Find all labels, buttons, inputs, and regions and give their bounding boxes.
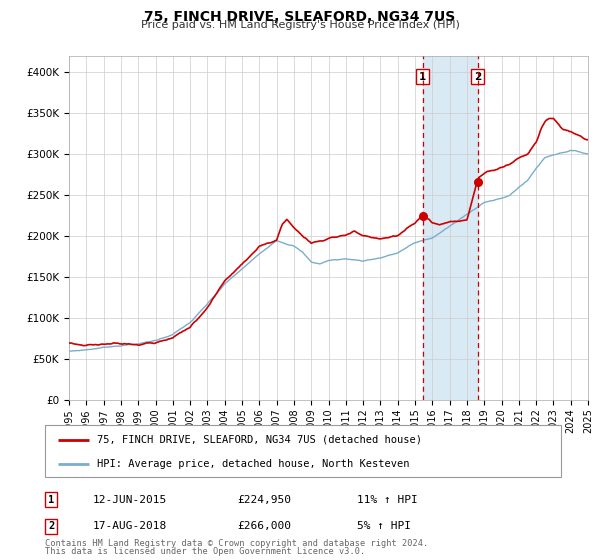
Text: 1: 1: [48, 494, 54, 505]
Text: 17-AUG-2018: 17-AUG-2018: [93, 521, 167, 531]
Bar: [422, 56, 478, 400]
Text: This data is licensed under the Open Government Licence v3.0.: This data is licensed under the Open Gov…: [45, 547, 365, 556]
Text: 75, FINCH DRIVE, SLEAFORD, NG34 7US: 75, FINCH DRIVE, SLEAFORD, NG34 7US: [145, 10, 455, 24]
Text: HPI: Average price, detached house, North Kesteven: HPI: Average price, detached house, Nort…: [97, 459, 409, 469]
Text: 75, FINCH DRIVE, SLEAFORD, NG34 7US (detached house): 75, FINCH DRIVE, SLEAFORD, NG34 7US (det…: [97, 435, 422, 445]
Text: 5% ↑ HPI: 5% ↑ HPI: [357, 521, 411, 531]
Text: 2: 2: [48, 521, 54, 531]
Text: 2: 2: [474, 72, 481, 82]
Text: Contains HM Land Registry data © Crown copyright and database right 2024.: Contains HM Land Registry data © Crown c…: [45, 539, 428, 548]
Text: 12-JUN-2015: 12-JUN-2015: [93, 494, 167, 505]
Text: 11% ↑ HPI: 11% ↑ HPI: [357, 494, 418, 505]
Text: Price paid vs. HM Land Registry's House Price Index (HPI): Price paid vs. HM Land Registry's House …: [140, 20, 460, 30]
FancyBboxPatch shape: [45, 425, 561, 477]
Text: £224,950: £224,950: [237, 494, 291, 505]
Text: 1: 1: [419, 72, 426, 82]
Text: £266,000: £266,000: [237, 521, 291, 531]
